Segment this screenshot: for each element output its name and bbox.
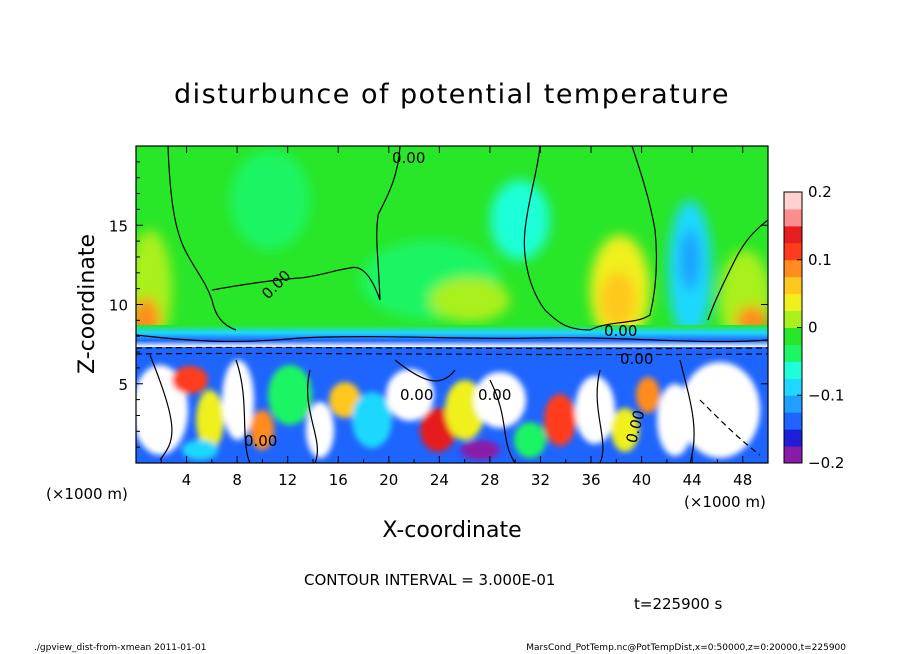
colorbar-segment [784,225,802,244]
x-tick-label: 32 [531,471,550,489]
colorbar-segment [784,327,802,345]
contour-label: 0.00 [392,149,425,167]
x-tick-label: 24 [430,471,449,489]
contour-label: 0.00 [604,322,637,340]
colorbar-segment [784,395,802,413]
colorbar-tick-label: 0.1 [808,251,832,269]
chart-title: disturbunce of potential temperature [174,79,730,110]
colorbar-tick-label: −0.1 [808,386,844,404]
y-tick-label: 5 [118,376,128,394]
y-axis-label: Z-coordinate [75,234,100,374]
x-unit-right: (×1000 m) [684,493,766,511]
colorbar-segment [784,361,802,379]
x-tick-label: 44 [683,471,702,489]
colorbar-segment [784,192,802,210]
colorbar-segment [784,378,802,396]
plot-area: 0.00 0.00 0.00 0.00 0.00 0.00 0.00 0.00 [136,146,768,463]
inversion-band [136,325,768,347]
x-tick-label: 4 [182,471,192,489]
colorbar-segment [784,344,802,362]
upper-field-patches [136,150,768,350]
colorbar-segment [784,242,802,261]
y-axis: 5 10 15 [109,161,768,448]
colorbar-segment [784,446,802,464]
colorbar-segment [784,276,802,295]
colorbar-tick-label: −0.2 [808,454,844,472]
x-axis: 4 8 12 16 20 24 28 32 36 40 44 48 [160,146,752,489]
contour-label: 0.00 [478,386,511,404]
time-label: t=225900 s [634,595,722,613]
footer-right: MarsCond_PotTemp.nc@PotTempDist,x=0:5000… [526,643,846,653]
colorbar-segment [784,412,802,430]
x-tick-label: 36 [581,471,600,489]
x-tick-label: 28 [480,471,499,489]
x-tick-label: 20 [379,471,398,489]
contour-label: 0.00 [244,432,277,450]
colorbar-axis: 0.2 0.1 0 −0.1 −0.2 [797,183,844,472]
x-tick-label: 40 [632,471,651,489]
colorbar-tick-label: 0 [808,319,818,337]
x-unit-left: (×1000 m) [46,485,128,503]
x-tick-label: 8 [232,471,242,489]
contour-label: 0.00 [400,386,433,404]
x-axis-label: X-coordinate [382,518,521,543]
lower-layer-eddies [136,360,760,460]
colorbar-segment [784,429,802,447]
x-tick-label: 48 [733,471,752,489]
contour-label: 0.00 [620,350,653,368]
contour-lines [136,146,768,463]
colorbar-segment [784,259,802,278]
negative-contours [136,346,768,456]
x-tick-label: 16 [329,471,348,489]
contour-interval: CONTOUR INTERVAL = 3.000E-01 [304,571,555,589]
colorbar-segment [784,208,802,227]
colorbar-segment [784,293,802,312]
y-tick-label: 15 [109,217,128,235]
colorbar-tick-label: 0.2 [808,183,832,201]
x-tick-label: 12 [278,471,297,489]
colorbar [784,192,802,464]
footer-left: ./gpview_dist-from-xmean 2011-01-01 [34,643,206,653]
colorbar-segment [784,310,802,328]
y-tick-label: 10 [109,297,128,315]
